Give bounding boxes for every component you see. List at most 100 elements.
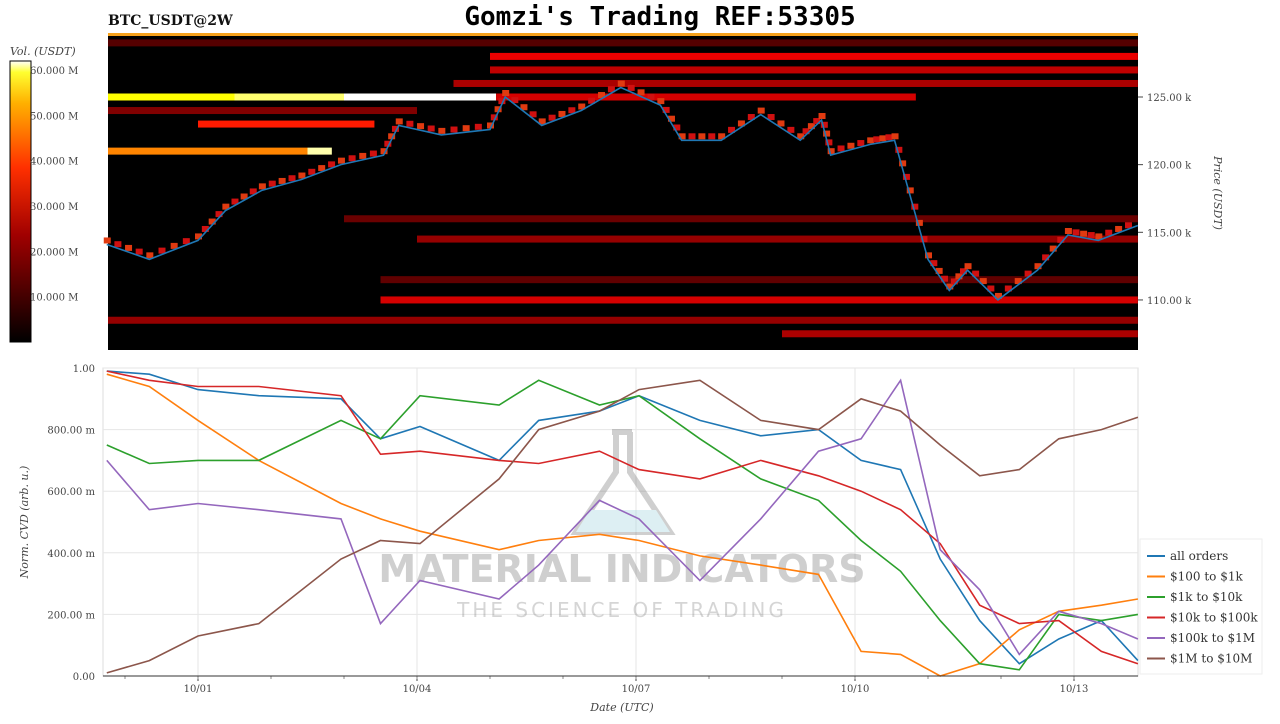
heat-cell	[607, 86, 615, 93]
heat-cell	[1014, 278, 1022, 285]
heat-cell	[427, 125, 435, 132]
liquidity-band	[234, 93, 344, 101]
watermark-sub: THE SCIENCE OF TRADING	[456, 598, 787, 622]
liquidity-band	[417, 235, 1138, 243]
heat-cell	[857, 140, 865, 147]
heat-cell	[1105, 229, 1113, 236]
legend-label: all orders	[1170, 549, 1228, 563]
heat-cell	[558, 110, 566, 117]
heat-cell	[873, 136, 881, 143]
heat-cell	[384, 140, 392, 147]
heat-cell	[662, 106, 670, 113]
heat-cell	[906, 187, 914, 194]
page-title: Gomzi's Trading REF:53305	[464, 2, 855, 32]
heat-cell	[747, 114, 755, 121]
heat-cell	[395, 118, 403, 125]
liquidity-band	[490, 66, 1138, 74]
heat-cell	[688, 133, 696, 140]
heat-cell	[114, 241, 122, 248]
heat-cell	[146, 252, 154, 259]
heat-cell	[902, 173, 910, 180]
heat-cell	[964, 263, 972, 270]
heat-cell	[578, 103, 586, 110]
cvd-plot-area	[102, 367, 1139, 677]
heat-cell	[867, 137, 875, 144]
heat-cell	[1080, 230, 1088, 237]
heat-cell	[950, 278, 958, 285]
cvd-y-tick-label: 600.00 m	[47, 487, 95, 498]
heat-cell	[462, 125, 470, 132]
heat-cell	[657, 98, 665, 105]
heat-cell	[125, 244, 133, 251]
heat-cell	[899, 160, 907, 167]
heat-cell	[450, 126, 458, 133]
cvd-y-tick-label: 1.00	[73, 364, 95, 375]
heat-cell	[787, 126, 795, 133]
liquidity-band	[490, 52, 1138, 60]
legend: all orders $100 to $1k $1k to $10k $10k to …	[1139, 538, 1263, 675]
heat-cell	[388, 133, 396, 140]
heat-cell	[935, 267, 943, 274]
heat-cell	[278, 177, 286, 184]
price-line	[106, 86, 1139, 302]
cvd-line-5	[106, 379, 1139, 674]
heat-cell	[438, 127, 446, 134]
heat-cell	[1042, 254, 1050, 261]
heat-cell	[380, 148, 388, 155]
heat-cell	[1057, 236, 1065, 243]
heat-cell	[406, 120, 414, 127]
heat-cell	[925, 252, 932, 259]
heat-cell	[920, 236, 928, 243]
cvd-axes: 0.00 200.00 m 400.00 m 600.00 m 800.00 m 1.00…	[47, 364, 1138, 695]
heat-cell	[135, 248, 143, 255]
cvd-line-0	[106, 370, 1139, 665]
heat-cell	[955, 273, 963, 280]
heat-cell	[1034, 263, 1042, 270]
heat-cell	[348, 155, 356, 162]
colorbar-tick-label: 20.000 M	[30, 247, 78, 258]
heat-cell	[915, 219, 923, 226]
heat-cell	[318, 165, 326, 172]
heat-cell	[825, 139, 833, 146]
liquidity-band	[307, 147, 332, 155]
heat-cell	[1095, 233, 1103, 240]
heat-cell	[359, 152, 367, 159]
heat-cell	[520, 104, 528, 111]
heat-cell	[627, 84, 635, 91]
liquidity-bands	[108, 39, 1138, 338]
price-trail-heat	[103, 80, 1132, 299]
heat-cell	[308, 168, 316, 175]
cvd-x-label: Date (UTC)	[589, 701, 653, 714]
heat-cell	[231, 198, 239, 205]
heat-cell	[698, 133, 706, 140]
heat-cell	[369, 150, 377, 157]
heat-cell	[708, 133, 716, 140]
liquidity-band	[380, 296, 1138, 304]
heat-cell	[1087, 232, 1095, 239]
cvd-line-3	[106, 370, 1139, 665]
heat-cell	[818, 113, 826, 120]
heat-cell	[588, 97, 596, 104]
legend-label: $10k to $100k	[1170, 611, 1258, 625]
heat-cell	[511, 97, 519, 104]
heat-cell	[895, 146, 903, 153]
heat-cell	[195, 233, 202, 240]
heat-cell	[737, 120, 745, 127]
heat-cell	[617, 80, 625, 87]
heat-cell	[807, 123, 815, 130]
heat-cell	[538, 118, 546, 125]
heat-cell	[215, 211, 223, 218]
cvd-series	[106, 370, 1139, 677]
heat-cell	[728, 126, 736, 133]
heat-cell	[1115, 225, 1123, 232]
heat-cell	[103, 237, 111, 244]
cvd-x-tick-label: 10/01	[184, 684, 213, 695]
heat-cell	[718, 133, 726, 140]
cvd-line-1	[106, 373, 1139, 677]
colorbar-ticks: 10.000 M 20.000 M 30.000 M 40.000 M 50.000 M…	[30, 66, 78, 304]
heat-cell	[757, 107, 765, 114]
heat-cell	[182, 238, 190, 245]
heat-cell	[647, 93, 655, 100]
heat-cell	[930, 260, 938, 267]
